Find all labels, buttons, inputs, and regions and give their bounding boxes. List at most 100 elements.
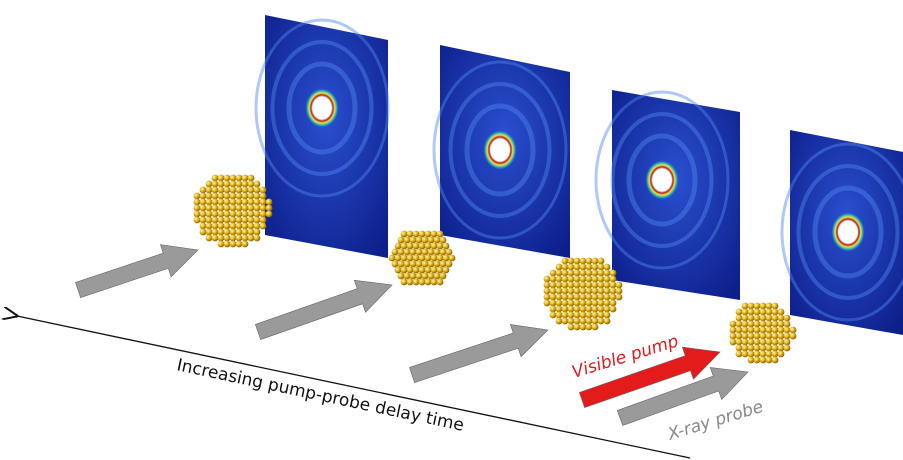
atom — [230, 217, 237, 224]
atom — [410, 249, 417, 256]
atom — [730, 327, 737, 334]
nanoparticle — [544, 258, 623, 331]
atom — [580, 270, 587, 277]
atom — [748, 339, 755, 346]
atom — [562, 264, 569, 271]
atom — [248, 181, 255, 188]
atom — [592, 282, 599, 289]
atom — [562, 270, 569, 277]
atom — [586, 318, 593, 325]
atom — [736, 333, 743, 340]
atom — [260, 223, 267, 230]
atom — [401, 279, 408, 286]
atom — [206, 223, 213, 230]
atom — [592, 264, 599, 271]
atom — [230, 211, 237, 218]
atom — [224, 223, 231, 230]
atom — [425, 279, 432, 286]
atom — [404, 261, 411, 268]
atom — [431, 267, 438, 274]
atom — [416, 249, 423, 256]
atom — [562, 282, 569, 289]
atom — [568, 264, 575, 271]
atom — [395, 255, 402, 262]
atom — [742, 309, 749, 316]
atom — [236, 211, 243, 218]
atom — [610, 270, 617, 277]
atom — [550, 276, 557, 283]
atom — [398, 273, 405, 280]
atom — [260, 211, 267, 218]
atom — [586, 294, 593, 301]
atom — [736, 327, 743, 334]
atom — [242, 199, 249, 206]
atom — [200, 193, 207, 200]
atom — [389, 255, 396, 262]
atom — [194, 211, 201, 218]
atom — [218, 193, 225, 200]
atom — [568, 276, 575, 283]
atom — [580, 318, 587, 325]
atom — [236, 181, 243, 188]
atom — [248, 175, 255, 182]
atom — [248, 205, 255, 212]
atom — [790, 333, 797, 340]
probe-arrow — [75, 245, 198, 298]
atom — [742, 327, 749, 334]
atom — [556, 282, 563, 289]
atom — [260, 199, 267, 206]
atom — [586, 324, 593, 331]
atom — [419, 267, 426, 274]
atom — [254, 187, 261, 194]
atom — [598, 312, 605, 319]
atom — [730, 339, 737, 346]
atom — [236, 223, 243, 230]
atom — [748, 315, 755, 322]
atom — [766, 309, 773, 316]
atom — [200, 187, 207, 194]
atom — [230, 175, 237, 182]
atom — [248, 217, 255, 224]
atom — [580, 312, 587, 319]
atom — [419, 279, 426, 286]
atom — [556, 300, 563, 307]
atom — [736, 321, 743, 328]
atom — [586, 264, 593, 271]
atom — [742, 339, 749, 346]
atom — [422, 273, 429, 280]
atom — [242, 211, 249, 218]
atom — [742, 321, 749, 328]
atom — [236, 187, 243, 194]
atom — [586, 300, 593, 307]
atom — [778, 309, 785, 316]
atom — [407, 255, 414, 262]
atom — [392, 249, 399, 256]
atom — [544, 282, 551, 289]
atom — [766, 357, 773, 364]
atom — [218, 235, 225, 242]
atom — [556, 270, 563, 277]
atom — [248, 229, 255, 236]
atom — [437, 255, 444, 262]
atom — [440, 273, 447, 280]
atom — [224, 199, 231, 206]
atom — [212, 193, 219, 200]
atom — [568, 318, 575, 325]
illustration: Increasing pump-probe delay time Visible… — [0, 0, 903, 460]
center-spot — [483, 130, 517, 170]
atom — [760, 321, 767, 328]
atom — [574, 318, 581, 325]
atom — [742, 345, 749, 352]
atom — [236, 217, 243, 224]
atom — [194, 199, 201, 206]
atom — [562, 294, 569, 301]
atom — [592, 318, 599, 325]
atom — [778, 339, 785, 346]
atom — [574, 324, 581, 331]
atom — [218, 205, 225, 212]
atom — [754, 357, 761, 364]
atom — [574, 288, 581, 295]
atom — [616, 282, 623, 289]
atom — [592, 312, 599, 319]
atom — [434, 261, 441, 268]
